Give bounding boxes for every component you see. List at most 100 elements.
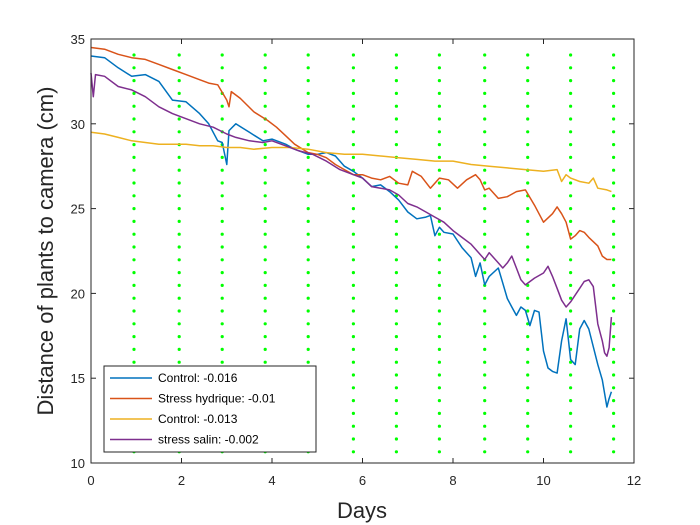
green-marker-point bbox=[263, 258, 267, 262]
green-marker-point bbox=[394, 296, 398, 300]
green-marker-point bbox=[394, 373, 398, 377]
y-tick-label: 30 bbox=[71, 117, 85, 132]
green-marker-point bbox=[437, 130, 441, 134]
x-axis-title: Days bbox=[337, 498, 387, 523]
green-marker-point bbox=[220, 283, 224, 287]
green-marker-point bbox=[612, 53, 616, 57]
green-marker-point bbox=[437, 296, 441, 300]
series-line-3 bbox=[90, 131, 612, 193]
green-marker-point bbox=[483, 66, 487, 70]
green-marker-point bbox=[569, 450, 573, 454]
green-marker-point bbox=[437, 373, 441, 377]
green-marker-point bbox=[263, 130, 267, 134]
green-marker-point bbox=[351, 117, 355, 121]
green-marker-point bbox=[526, 437, 530, 441]
green-marker-point bbox=[177, 66, 181, 70]
green-marker-point bbox=[526, 335, 530, 339]
green-marker-point bbox=[306, 271, 310, 275]
green-marker-point bbox=[306, 104, 310, 108]
green-marker-point bbox=[526, 296, 530, 300]
green-marker-point bbox=[306, 130, 310, 134]
y-tick-label: 15 bbox=[71, 371, 85, 386]
green-marker-point bbox=[612, 143, 616, 147]
green-marker-point bbox=[569, 181, 573, 185]
green-marker-point bbox=[394, 91, 398, 95]
green-marker-point bbox=[569, 207, 573, 211]
green-marker-point bbox=[437, 117, 441, 121]
green-marker-point bbox=[437, 181, 441, 185]
green-marker-point bbox=[569, 322, 573, 326]
green-marker-point bbox=[351, 207, 355, 211]
green-marker-point bbox=[306, 322, 310, 326]
y-tick-label: 35 bbox=[71, 32, 85, 47]
green-marker-point bbox=[569, 411, 573, 415]
green-marker-point bbox=[177, 258, 181, 262]
green-marker-point bbox=[220, 117, 224, 121]
green-marker-point bbox=[437, 283, 441, 287]
green-marker-point bbox=[132, 53, 136, 57]
green-marker-point bbox=[351, 309, 355, 313]
green-marker-point bbox=[132, 168, 136, 172]
green-marker-point bbox=[351, 411, 355, 415]
green-marker-point bbox=[437, 143, 441, 147]
green-marker-point bbox=[394, 232, 398, 236]
green-marker-point bbox=[306, 155, 310, 159]
green-marker-point bbox=[306, 194, 310, 198]
green-marker-point bbox=[569, 66, 573, 70]
green-marker-point bbox=[177, 296, 181, 300]
green-marker-point bbox=[263, 181, 267, 185]
series-line-4 bbox=[90, 72, 613, 357]
green-marker-point bbox=[263, 66, 267, 70]
green-marker-point bbox=[526, 181, 530, 185]
green-marker-point bbox=[612, 91, 616, 95]
green-marker-point bbox=[351, 181, 355, 185]
green-marker-point bbox=[612, 181, 616, 185]
green-marker-point bbox=[306, 283, 310, 287]
green-marker-point bbox=[483, 181, 487, 185]
green-marker-point bbox=[132, 219, 136, 223]
green-marker-point bbox=[177, 335, 181, 339]
green-marker-point bbox=[394, 79, 398, 83]
green-marker-point bbox=[263, 168, 267, 172]
legend-label-4: stress salin: -0.002 bbox=[158, 433, 259, 447]
green-marker-point bbox=[220, 271, 224, 275]
green-marker-point bbox=[306, 143, 310, 147]
green-marker-point bbox=[483, 155, 487, 159]
green-marker-point bbox=[437, 258, 441, 262]
green-marker-point bbox=[569, 335, 573, 339]
green-marker-point bbox=[263, 79, 267, 83]
green-marker-point bbox=[483, 450, 487, 454]
green-marker-point bbox=[132, 360, 136, 364]
green-marker-point bbox=[483, 360, 487, 364]
green-marker-point bbox=[569, 91, 573, 95]
green-marker-point bbox=[394, 53, 398, 57]
green-marker-point bbox=[351, 66, 355, 70]
green-marker-point bbox=[394, 399, 398, 403]
green-marker-point bbox=[437, 309, 441, 313]
legend-label-1: Control: -0.016 bbox=[158, 371, 238, 385]
green-marker-point bbox=[483, 79, 487, 83]
x-axis: 0 2 4 6 8 10 12 bbox=[87, 39, 641, 488]
green-marker-point bbox=[220, 347, 224, 351]
green-marker-point bbox=[437, 347, 441, 351]
green-marker-point bbox=[526, 155, 530, 159]
green-marker-point bbox=[177, 219, 181, 223]
green-marker-point bbox=[483, 245, 487, 249]
green-marker-point bbox=[612, 283, 616, 287]
green-marker-point bbox=[437, 437, 441, 441]
green-marker-point bbox=[483, 53, 487, 57]
green-marker-point bbox=[263, 207, 267, 211]
green-marker-point bbox=[394, 168, 398, 172]
green-marker-point bbox=[526, 117, 530, 121]
x-tick-label: 10 bbox=[536, 473, 550, 488]
green-marker-point bbox=[394, 411, 398, 415]
green-marker-point bbox=[483, 296, 487, 300]
green-marker-point bbox=[351, 335, 355, 339]
green-marker-point bbox=[483, 271, 487, 275]
green-marker-point bbox=[394, 360, 398, 364]
green-marker-point bbox=[177, 91, 181, 95]
green-marker-point bbox=[526, 91, 530, 95]
green-marker-point bbox=[263, 271, 267, 275]
green-marker-point bbox=[526, 66, 530, 70]
green-marker-point bbox=[263, 245, 267, 249]
